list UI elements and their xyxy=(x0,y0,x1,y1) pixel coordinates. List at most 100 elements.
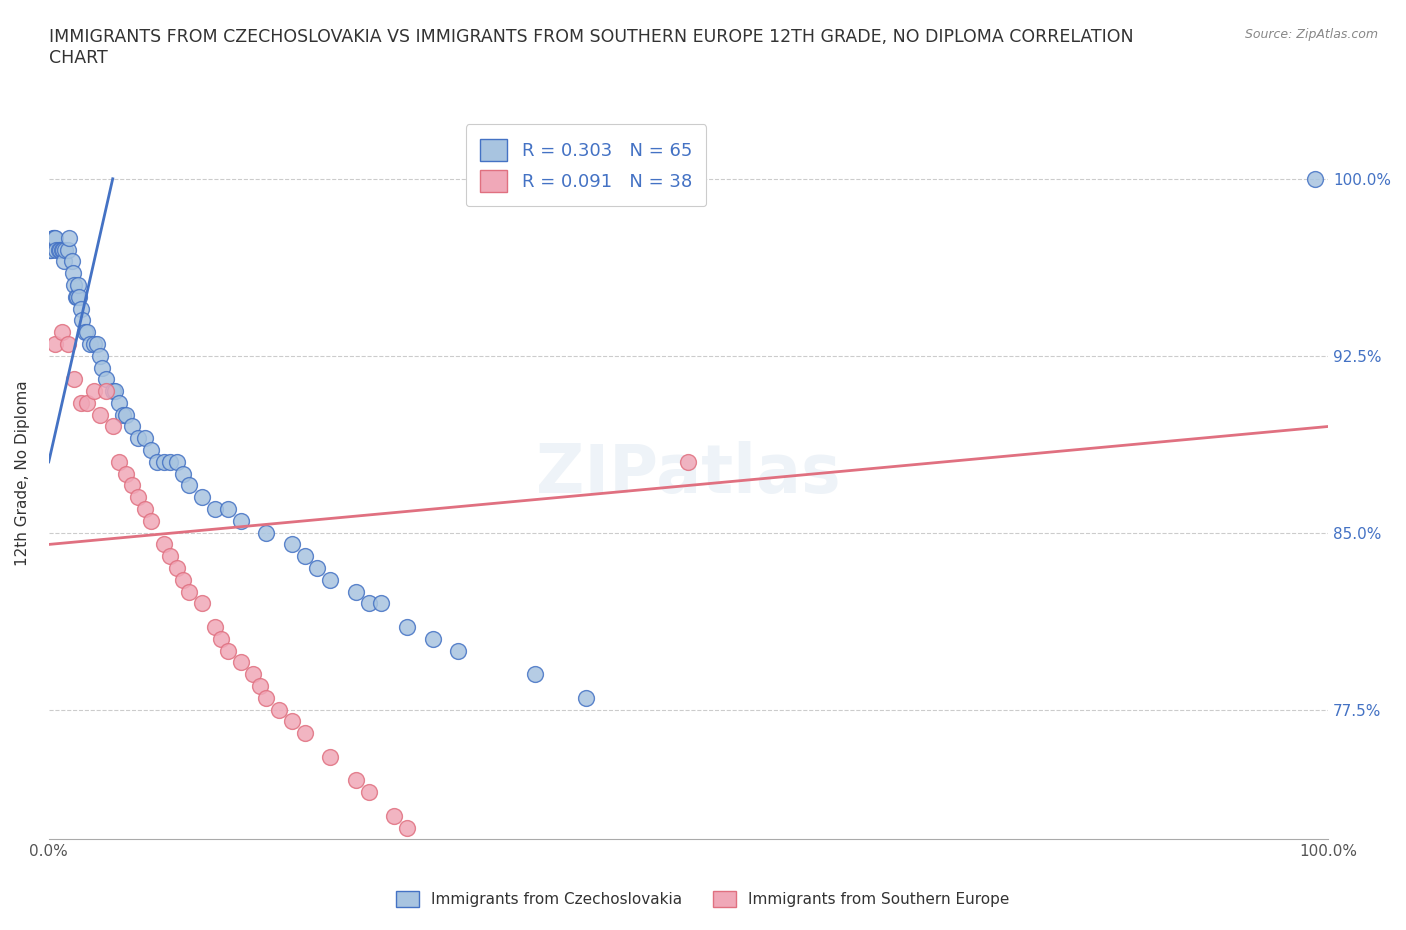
Point xyxy=(39,242,62,257)
Point xyxy=(254,525,277,540)
Point xyxy=(69,301,91,316)
Point xyxy=(108,455,131,470)
Point xyxy=(60,254,83,269)
Point xyxy=(39,242,62,257)
Point xyxy=(62,266,84,281)
Point xyxy=(217,644,239,658)
Text: IMMIGRANTS FROM CZECHOSLOVAKIA VS IMMIGRANTS FROM SOUTHERN EUROPE 12TH GRADE, NO: IMMIGRANTS FROM CZECHOSLOVAKIA VS IMMIGR… xyxy=(49,28,1133,67)
Point xyxy=(96,384,118,399)
Point xyxy=(294,725,316,740)
Point xyxy=(83,384,105,399)
Point xyxy=(49,242,72,257)
Point xyxy=(139,513,162,528)
Point xyxy=(73,325,96,339)
Point xyxy=(267,702,290,717)
Point xyxy=(44,231,66,246)
Point xyxy=(69,395,91,410)
Legend: Immigrants from Czechoslovakia, Immigrants from Southern Europe: Immigrants from Czechoslovakia, Immigran… xyxy=(391,884,1015,913)
Point xyxy=(179,478,201,493)
Point xyxy=(422,631,444,646)
Point xyxy=(229,655,252,670)
Point xyxy=(134,431,156,445)
Point xyxy=(204,501,226,516)
Point xyxy=(52,242,75,257)
Point xyxy=(76,325,98,339)
Point xyxy=(101,419,124,434)
Point xyxy=(179,584,201,599)
Point xyxy=(146,455,169,470)
Point xyxy=(307,561,329,576)
Point xyxy=(104,384,127,399)
Point xyxy=(41,231,63,246)
Point xyxy=(254,690,277,705)
Point xyxy=(575,690,598,705)
Point xyxy=(191,490,214,505)
Point xyxy=(48,242,70,257)
Point xyxy=(114,407,136,422)
Y-axis label: 12th Grade, No Diploma: 12th Grade, No Diploma xyxy=(15,381,30,566)
Point xyxy=(114,466,136,481)
Point xyxy=(281,714,304,729)
Point xyxy=(139,443,162,458)
Point xyxy=(344,773,367,788)
Point xyxy=(357,596,380,611)
Point xyxy=(447,644,470,658)
Point xyxy=(79,337,101,352)
Point xyxy=(153,537,176,551)
Point xyxy=(45,242,67,257)
Point xyxy=(56,337,79,352)
Point xyxy=(217,501,239,516)
Point xyxy=(395,820,418,835)
Point xyxy=(134,501,156,516)
Text: Source: ZipAtlas.com: Source: ZipAtlas.com xyxy=(1244,28,1378,41)
Point xyxy=(76,395,98,410)
Point xyxy=(678,455,700,470)
Point xyxy=(357,785,380,800)
Point xyxy=(108,395,131,410)
Point xyxy=(370,596,392,611)
Point xyxy=(523,667,546,682)
Point xyxy=(319,750,342,764)
Point xyxy=(53,254,76,269)
Point xyxy=(344,584,367,599)
Point xyxy=(249,679,271,694)
Legend: R = 0.303   N = 65, R = 0.091   N = 38: R = 0.303 N = 65, R = 0.091 N = 38 xyxy=(465,125,706,206)
Point xyxy=(153,455,176,470)
Point xyxy=(111,407,134,422)
Point xyxy=(83,337,105,352)
Point xyxy=(159,549,181,564)
Point xyxy=(127,431,149,445)
Point xyxy=(89,348,111,363)
Point xyxy=(70,312,93,327)
Point xyxy=(67,277,90,292)
Point xyxy=(242,667,264,682)
Point xyxy=(204,619,226,634)
Point xyxy=(55,242,77,257)
Point xyxy=(101,384,124,399)
Point xyxy=(172,572,194,587)
Point xyxy=(319,572,342,587)
Point xyxy=(382,808,405,823)
Point xyxy=(51,325,73,339)
Point xyxy=(69,289,91,304)
Point xyxy=(191,596,214,611)
Point xyxy=(1305,171,1327,186)
Point xyxy=(127,490,149,505)
Point xyxy=(91,360,114,375)
Point xyxy=(86,337,108,352)
Point xyxy=(56,242,79,257)
Point xyxy=(166,561,188,576)
Point xyxy=(121,419,143,434)
Point xyxy=(96,372,118,387)
Point xyxy=(121,478,143,493)
Point xyxy=(44,337,66,352)
Point xyxy=(166,455,188,470)
Point xyxy=(66,289,89,304)
Point xyxy=(294,549,316,564)
Point xyxy=(172,466,194,481)
Point xyxy=(58,231,80,246)
Point xyxy=(89,407,111,422)
Point xyxy=(65,289,87,304)
Point xyxy=(42,231,65,246)
Point xyxy=(211,631,233,646)
